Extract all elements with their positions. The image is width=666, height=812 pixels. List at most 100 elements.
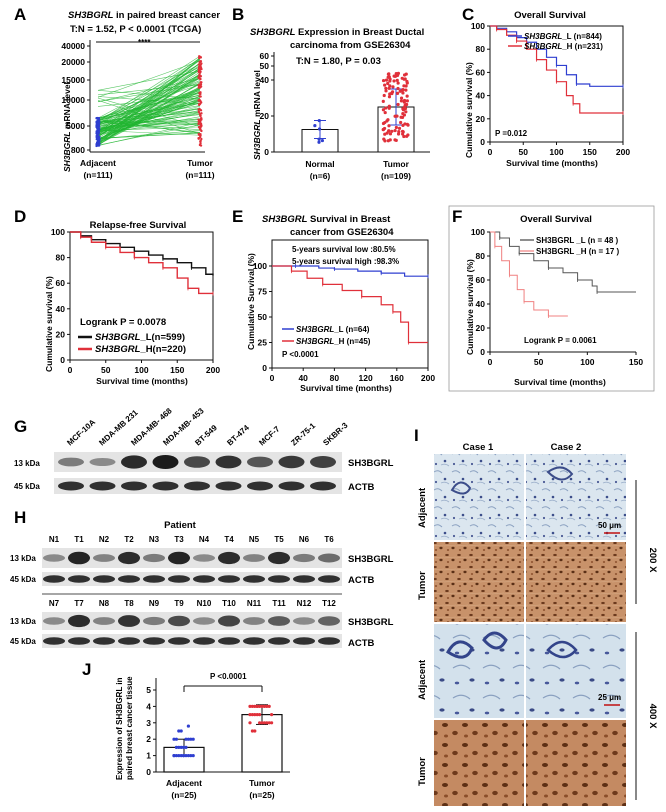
protein-label: ACTB	[348, 482, 375, 493]
kda-marker: 45 kDa	[10, 637, 36, 646]
legend-entry: SH3BGRL_L (n=64)	[296, 325, 370, 334]
panel-i: I Case 1 Case 2 Adjacent Tumor Adjacent …	[414, 426, 658, 806]
title-gene: SH3BGRL	[250, 27, 296, 38]
panel-j: J P <0.0001 5 4 3 2 1 0 Expression of SH3BGRL…	[82, 660, 290, 800]
adjacent-point	[179, 745, 183, 750]
band	[193, 617, 215, 625]
x-tick-label: 0	[68, 365, 73, 375]
survival-curve	[490, 25, 623, 114]
lane-label: T11	[272, 599, 286, 608]
normal-point	[317, 127, 322, 131]
band	[93, 637, 115, 645]
blot-bands	[43, 614, 340, 645]
adjacent-point	[96, 134, 100, 137]
tumor-point	[387, 124, 391, 128]
legend-entry: SH3BGRL_H(n=220)	[95, 344, 186, 355]
x-tick-label: 160	[390, 373, 404, 383]
tumor-point	[405, 94, 409, 98]
legend-entry: SH3BGRL_L (n=844)	[524, 32, 602, 41]
row-label: Tumor	[417, 757, 428, 786]
normal-point	[317, 137, 321, 141]
protein-label: SH3BGRL	[348, 458, 394, 469]
legend-rest: _L(n=599)	[139, 332, 185, 343]
adjacent-point	[182, 745, 186, 750]
tumor-point	[258, 704, 262, 709]
y-tick-label: 40	[260, 75, 270, 85]
band	[268, 637, 290, 645]
lane-label: N10	[197, 599, 212, 608]
cell-line-label: MCF-10A	[65, 417, 97, 447]
tumor-point	[396, 132, 401, 136]
adjacent-point	[174, 737, 178, 741]
protein-label: ACTB	[348, 575, 375, 586]
tumor-point	[404, 88, 408, 92]
band	[318, 553, 340, 563]
normal-point	[313, 124, 317, 128]
y-axis-label: Cumulative Survival (%)	[246, 253, 256, 350]
kda-marker: 45 kDa	[14, 482, 40, 491]
y-tick-label: 20	[260, 111, 270, 121]
x-tick-label: 50	[534, 357, 544, 367]
band	[215, 481, 242, 491]
legend-gene: SH3BGRL	[95, 332, 141, 343]
adjacent-point	[98, 142, 101, 145]
y-tick-label: 50	[258, 312, 268, 322]
tumor-point	[405, 122, 409, 126]
panel-letter: B	[232, 5, 244, 24]
tumor-point	[198, 68, 202, 71]
x-tick-label: 200	[206, 365, 220, 375]
x-tick-label: 40	[298, 373, 308, 383]
tumor-point	[199, 63, 202, 66]
y-tick-label: 20	[476, 114, 486, 124]
adjacent-point	[179, 754, 183, 758]
lane-label: N2	[99, 535, 110, 544]
tumor-point	[386, 81, 390, 86]
adjacent-point	[184, 754, 188, 758]
y-tick-label: 5	[146, 685, 151, 695]
blot-strip	[42, 634, 342, 648]
adjacent-point	[172, 737, 176, 741]
tumor-point	[399, 99, 404, 103]
band	[193, 637, 215, 645]
adjacent-point	[97, 118, 101, 121]
tumor-point	[381, 108, 386, 112]
tumor-point	[384, 89, 388, 93]
panel-letter: I	[414, 426, 419, 445]
tumor-point	[200, 129, 203, 133]
kda-marker: 45 kDa	[10, 575, 36, 584]
band	[243, 617, 265, 625]
band	[58, 481, 84, 491]
panel-title: Relapse-free Survival	[90, 220, 187, 231]
band	[43, 637, 65, 645]
x-tick-label: 0	[488, 147, 493, 157]
lane-label: N3	[149, 535, 160, 544]
panel-letter: F	[452, 207, 462, 226]
tumor-point	[392, 79, 396, 83]
band	[268, 551, 290, 565]
normal-point	[317, 118, 321, 123]
x-tick-label: 120	[359, 373, 373, 383]
adjacent-point	[184, 745, 188, 750]
normal-point	[320, 138, 324, 143]
tumor-point	[388, 84, 392, 88]
y-tick-label: 80	[476, 44, 486, 54]
tumor-point	[402, 98, 407, 103]
adjacent-point	[174, 745, 178, 750]
x-axis-label: Survival time (months)	[300, 383, 392, 393]
legend-entry: SH3BGRL_H (n=45)	[296, 337, 371, 346]
legend-rest: _H (n=45)	[333, 337, 371, 346]
tumor-point	[267, 721, 271, 725]
y-axis-label: SH3BGRL mRNA level	[62, 82, 72, 172]
band	[118, 637, 140, 645]
lane-label: N5	[249, 535, 260, 544]
y-tick-label: 100	[51, 227, 65, 237]
adjacent-point	[177, 745, 181, 750]
paired-line	[97, 83, 201, 96]
micrograph-adjacent-200x-case2	[526, 454, 626, 540]
tumor-point	[403, 122, 407, 126]
survival-note: 5-years survival low :80.5%	[292, 245, 396, 254]
y-tick-label: 50	[260, 61, 270, 71]
x-tick-label: 100	[580, 357, 594, 367]
